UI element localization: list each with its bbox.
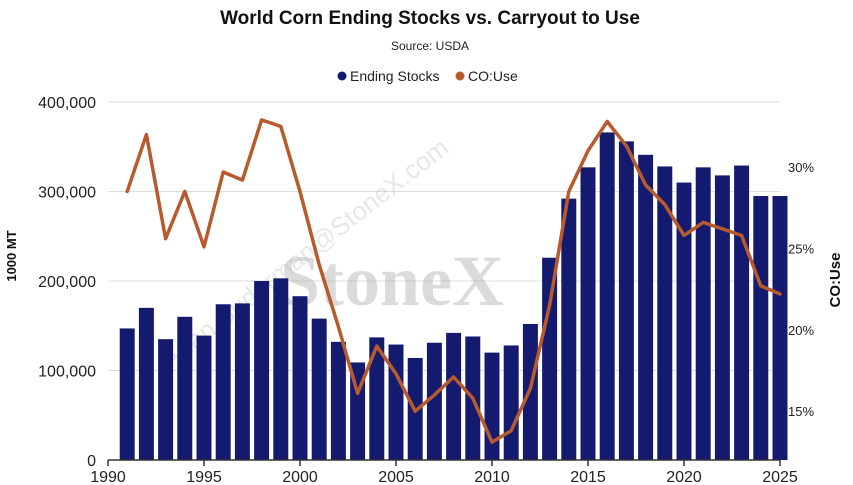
bar-series-ending-stocks <box>119 132 788 461</box>
bar-2025 <box>772 195 788 460</box>
bar-1997 <box>234 303 250 460</box>
line-series-co-use <box>125 118 782 444</box>
right-tick-label: 30% <box>788 160 814 175</box>
bar-1995 <box>196 335 212 460</box>
bar-1993 <box>158 339 174 460</box>
x-tick-label: 1990 <box>90 469 126 485</box>
left-tick-label: 100,000 <box>38 364 96 381</box>
left-tick-label: 0 <box>87 453 96 470</box>
bar-2018 <box>638 154 654 460</box>
bar-2000 <box>292 296 308 460</box>
legend-label-ending-stocks: Ending Stocks <box>350 68 440 84</box>
bar-2022 <box>714 175 730 460</box>
x-tick-label: 2025 <box>762 469 798 485</box>
bar-2008 <box>446 332 462 460</box>
left-tick-label: 200,000 <box>38 274 96 291</box>
bar-1999 <box>273 278 289 460</box>
chart-title: World Corn Ending Stocks vs. Carryout to… <box>220 8 640 29</box>
left-tick-label: 400,000 <box>38 95 96 112</box>
bar-2019 <box>657 166 673 460</box>
bar-2016 <box>599 132 615 460</box>
bar-1992 <box>138 307 154 460</box>
bar-2004 <box>369 337 385 460</box>
legend-marker-co-use <box>455 71 465 81</box>
x-axis-ticks: 1990 1995 2000 2005 2010 2015 2020 2025 <box>90 460 798 485</box>
x-tick-label: 1995 <box>186 469 222 485</box>
x-tick-label: 2020 <box>666 469 702 485</box>
x-tick-label: 2000 <box>282 469 318 485</box>
legend-marker-ending-stocks <box>337 71 347 81</box>
right-tick-label: 15% <box>788 404 814 419</box>
bar-2023 <box>734 165 750 461</box>
x-tick-label: 2015 <box>570 469 606 485</box>
bar-2007 <box>426 342 442 460</box>
bar-2017 <box>618 141 634 460</box>
bar-2013 <box>542 257 558 460</box>
right-tick-label: 25% <box>788 241 814 256</box>
bar-2020 <box>676 182 692 461</box>
left-axis-ticks: 0 100,000 200,000 300,000 400,000 <box>38 95 96 470</box>
bar-2014 <box>561 198 577 460</box>
co-use-line <box>125 118 782 444</box>
bar-2024 <box>753 195 769 460</box>
bar-1998 <box>254 281 270 460</box>
x-tick-label: 2010 <box>474 469 510 485</box>
bar-1991 <box>119 328 135 460</box>
right-axis-ticks: 15% 20% 25% 30% <box>788 160 814 419</box>
bar-2001 <box>311 318 327 460</box>
legend-label-co-use: CO:Use <box>468 68 518 84</box>
bar-2015 <box>580 167 596 460</box>
bar-2010 <box>484 352 500 460</box>
right-tick-label: 20% <box>788 323 814 338</box>
bar-1994 <box>177 316 193 460</box>
right-axis-label: CO:Use <box>827 252 844 307</box>
legend: Ending Stocks CO:Use <box>337 68 518 84</box>
chart-subtitle: Source: USDA <box>391 39 469 53</box>
bar-2005 <box>388 344 404 460</box>
bar-2002 <box>330 341 346 460</box>
bar-2011 <box>503 345 519 460</box>
x-tick-label: 2005 <box>378 469 414 485</box>
bar-1996 <box>215 304 231 460</box>
left-tick-label: 300,000 <box>38 185 96 202</box>
bar-2021 <box>695 167 711 460</box>
left-axis-label: 1000 MT <box>4 230 19 281</box>
